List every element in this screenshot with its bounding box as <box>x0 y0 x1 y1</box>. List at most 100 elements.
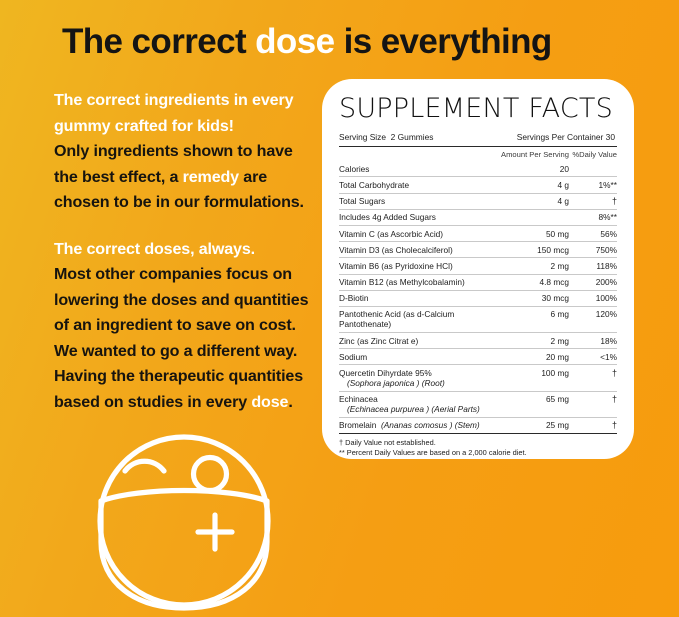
copy-line: We wanted to go a different way. <box>54 341 298 360</box>
nutrient-name: Total Carbohydrate <box>339 176 502 194</box>
nutrient-dv: <1% <box>569 348 617 366</box>
nutrient-amount <box>501 209 569 226</box>
nutrient-name: Vitamin B12 (as Methylcobalamin) <box>339 274 502 291</box>
nutrient-amount: 4.8 mcg <box>501 274 569 291</box>
col-blank <box>339 147 501 161</box>
col-daily-value: %Daily Value <box>572 149 617 159</box>
botanical-dv: † <box>569 391 617 418</box>
serving-size: Serving Size 2 Gummies <box>339 132 434 142</box>
serving-info-row: Serving Size 2 Gummies Servings Per Cont… <box>339 132 617 142</box>
table-row: D-Biotin 30 mcg 100% <box>339 290 617 307</box>
table-row: Sodium 20 mg <1% <box>339 348 617 366</box>
botanical-latin: (Sophora japonica ) (Root) <box>347 378 445 389</box>
nutrient-name: Vitamin C (as Ascorbic Acid) <box>339 225 502 243</box>
nutrient-amount: 50 mg <box>501 225 569 243</box>
nutrient-dv: 8%** <box>569 209 617 226</box>
nutrient-amount: 20 mg <box>501 348 569 366</box>
headline-accent: dose <box>255 22 335 61</box>
table-row: Vitamin B12 (as Methylcobalamin) 4.8 mcg… <box>339 274 617 291</box>
page-title: The correct dose is everything <box>62 22 552 62</box>
botanical-latin: (Ananas comosus ) (Stem) <box>380 420 480 431</box>
table-row: Calories 20 <box>339 161 617 178</box>
botanical-name: Bromelain <box>339 420 377 431</box>
nutrient-amount: 2 mg <box>501 332 569 350</box>
nutrient-dv <box>569 161 617 178</box>
copy-line: gummy crafted for kids! <box>54 116 234 135</box>
botanical-name-cell: Quercetin Dihyrdate 95% (Sophora japonic… <box>339 364 502 392</box>
table-row-botanical: Quercetin Dihyrdate 95% (Sophora japonic… <box>339 364 617 392</box>
footnote-asterisk: ** Percent Daily Values are based on a 2… <box>339 448 527 458</box>
headline-part1: The correct <box>62 22 256 61</box>
nutrient-amount: 30 mcg <box>501 290 569 307</box>
nutrient-amount: 4 g <box>501 176 569 194</box>
nutrient-amount: 150 mcg <box>501 241 569 259</box>
table-row: Total Sugars 4 g † <box>339 193 617 210</box>
nutrient-amount: 20 <box>501 161 569 178</box>
servings-per-container: Servings Per Container 30 <box>516 132 615 142</box>
col-amount-per-serving: Amount Per Serving <box>501 149 569 159</box>
marketing-copy: The correct ingredients in every gummy c… <box>54 88 316 415</box>
supplement-facts-title: SUPPLEMENT FACTS <box>339 93 613 124</box>
table-row: Vitamin B6 (as Pyridoxine HCl) 2 mg 118% <box>339 257 617 275</box>
nutrient-name: Vitamin B6 (as Pyridoxine HCl) <box>339 257 502 275</box>
table-row: Includes 4g Added Sugars 8%** <box>339 209 617 226</box>
nutrient-dv: 120% <box>569 306 617 334</box>
copy-highlight: remedy <box>182 167 240 186</box>
botanical-dv: † <box>611 420 617 431</box>
botanical-name: Echinacea <box>339 394 378 405</box>
table-row: Vitamin C (as Ascorbic Acid) 50 mg 56% <box>339 225 617 243</box>
headline-part2: is everything <box>334 22 553 61</box>
botanical-name-cell: Bromelain (Ananas comosus ) (Stem) <box>339 417 501 433</box>
botanical-amount: 25 mg <box>545 420 569 431</box>
face-with-medical-mask-icon <box>88 432 280 612</box>
nutrient-dv: 118% <box>569 257 617 275</box>
nutrient-amount: 4 g <box>501 193 569 210</box>
copy-line: chosen to be in our formulations. <box>54 193 304 211</box>
nutrient-dv: 750% <box>569 241 617 259</box>
copy-line: Having the therapeutic quantities <box>54 367 304 385</box>
botanical-latin: (Echinacea purpurea ) (Aerial Parts) <box>347 404 480 415</box>
nutrient-amount: 6 mg <box>501 306 569 334</box>
botanical-amount: 65 mg <box>501 391 569 418</box>
nutrient-name: Pantothenic Acid (as d-Calcium Pantothen… <box>339 306 502 334</box>
copy-line-with-highlight: based on studies in every dose. <box>54 392 293 411</box>
serving-size-label: Serving Size <box>339 132 387 142</box>
table-header-row: Amount Per Serving %Daily Value <box>339 147 617 161</box>
nutrient-amount: 2 mg <box>501 257 569 275</box>
nutrient-name: Total Sugars <box>339 193 502 210</box>
table-row: Zinc (as Zinc Citrat e) 2 mg 18% <box>339 332 617 350</box>
botanical-dv: † <box>569 364 617 392</box>
divider-top <box>339 146 617 147</box>
table-row: Pantothenic Acid (as d-Calcium Pantothen… <box>339 306 617 334</box>
nutrient-dv: 56% <box>569 225 617 243</box>
footnotes: † Daily Value not established. ** Percen… <box>339 438 617 459</box>
nutrient-dv: 100% <box>569 290 617 307</box>
copy-paragraph-1: The correct ingredients in every gummy c… <box>54 88 316 216</box>
divider-bottom <box>339 433 617 434</box>
table-row-botanical: Bromelain (Ananas comosus ) (Stem) 25 mg… <box>339 417 617 433</box>
serving-size-value: 2 Gummies <box>390 132 434 142</box>
copy-line: lowering the doses and quantities <box>54 290 309 309</box>
supplement-facts-card: SUPPLEMENT FACTS Serving Size 2 Gummies … <box>322 79 634 459</box>
nutrient-dv: 18% <box>569 332 617 350</box>
copy-line: The correct ingredients in every <box>54 91 294 109</box>
copy-line-with-highlight: the best effect, a remedy are <box>54 167 268 186</box>
table-row-botanical: Echinacea (Echinacea purpurea ) (Aerial … <box>339 391 617 418</box>
footnote-dagger: † Daily Value not established. <box>339 438 436 447</box>
table-row: Vitamin D3 (as Cholecalciferol) 150 mcg … <box>339 241 617 259</box>
nutrient-dv: 200% <box>569 274 617 291</box>
copy-line: The correct doses, always. <box>54 239 255 258</box>
botanical-name: Quercetin Dihyrdate 95% <box>339 368 432 379</box>
copy-line: Most other companies focus on <box>54 265 292 283</box>
copy-line: of an ingredient to save on cost. <box>54 316 296 334</box>
nutrient-name: D-Biotin <box>339 290 502 307</box>
botanical-name-cell: Echinacea (Echinacea purpurea ) (Aerial … <box>339 391 502 418</box>
copy-line: Only ingredients shown to have <box>54 142 293 160</box>
table-row: Total Carbohydrate 4 g 1%** <box>339 176 617 194</box>
nutrient-name: Sodium <box>339 348 502 366</box>
copy-paragraph-2: The correct doses, always. Most other co… <box>54 237 316 416</box>
botanical-amount: 100 mg <box>501 364 569 392</box>
nutrient-name: Includes 4g Added Sugars <box>339 209 502 226</box>
nutrient-dv: 1%** <box>569 176 617 194</box>
